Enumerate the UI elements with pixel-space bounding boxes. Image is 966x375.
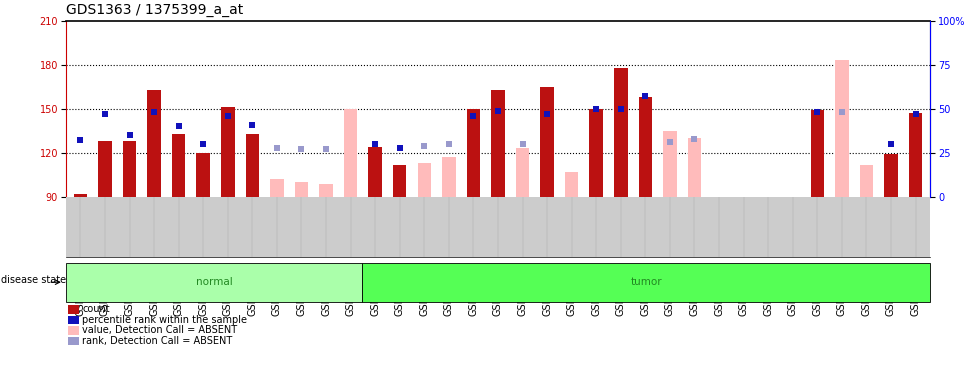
Bar <box>688 138 701 197</box>
Bar <box>540 87 554 197</box>
Point <box>810 109 825 115</box>
Bar <box>99 141 112 197</box>
Bar <box>442 157 456 197</box>
Bar <box>639 97 652 197</box>
Bar <box>73 194 87 197</box>
Bar <box>368 147 382 197</box>
Point <box>171 123 186 129</box>
Bar <box>492 90 504 197</box>
Bar <box>884 154 897 197</box>
Point <box>319 146 334 152</box>
Point <box>195 141 211 147</box>
Bar <box>221 107 235 197</box>
Bar <box>320 184 333 197</box>
Bar <box>835 60 848 197</box>
Bar <box>909 113 923 197</box>
Point <box>367 141 383 147</box>
Point <box>491 108 506 114</box>
Bar <box>123 141 136 197</box>
Bar <box>663 131 676 197</box>
Text: rank, Detection Call = ABSENT: rank, Detection Call = ABSENT <box>82 336 233 346</box>
Point <box>244 122 260 128</box>
Point <box>588 106 604 112</box>
Point <box>392 144 408 150</box>
Bar <box>245 134 259 197</box>
Point <box>466 113 481 119</box>
Bar <box>565 172 579 197</box>
Point <box>539 111 554 117</box>
Bar <box>393 165 407 197</box>
Bar <box>344 109 357 197</box>
Point <box>834 109 849 115</box>
Point <box>883 141 898 147</box>
Bar <box>614 68 628 197</box>
Bar <box>148 90 161 197</box>
Bar <box>467 109 480 197</box>
Bar <box>295 182 308 197</box>
Point <box>515 141 530 147</box>
Bar <box>589 109 603 197</box>
Point <box>613 106 629 112</box>
Bar <box>270 179 284 197</box>
Bar <box>362 262 930 302</box>
Bar <box>860 165 873 197</box>
Point <box>638 93 653 99</box>
Point <box>294 146 309 152</box>
Bar <box>417 163 431 197</box>
Point <box>72 138 88 144</box>
Point <box>687 136 702 142</box>
Point <box>122 132 137 138</box>
Text: normal: normal <box>195 277 232 287</box>
Point <box>147 109 162 115</box>
Bar <box>66 262 362 302</box>
Text: count: count <box>82 304 110 314</box>
Point <box>441 141 457 147</box>
Point <box>98 111 113 117</box>
Text: disease state: disease state <box>1 275 66 285</box>
Point <box>416 143 432 149</box>
Text: GDS1363 / 1375399_a_at: GDS1363 / 1375399_a_at <box>66 3 242 17</box>
Point <box>908 111 923 117</box>
Point <box>220 113 236 119</box>
Bar <box>172 134 185 197</box>
Bar <box>196 153 210 197</box>
Text: tumor: tumor <box>631 277 662 287</box>
Bar <box>810 110 824 197</box>
Bar <box>516 148 529 197</box>
Point <box>270 144 285 150</box>
Point <box>662 139 677 145</box>
Text: value, Detection Call = ABSENT: value, Detection Call = ABSENT <box>82 326 238 335</box>
Text: percentile rank within the sample: percentile rank within the sample <box>82 315 247 325</box>
